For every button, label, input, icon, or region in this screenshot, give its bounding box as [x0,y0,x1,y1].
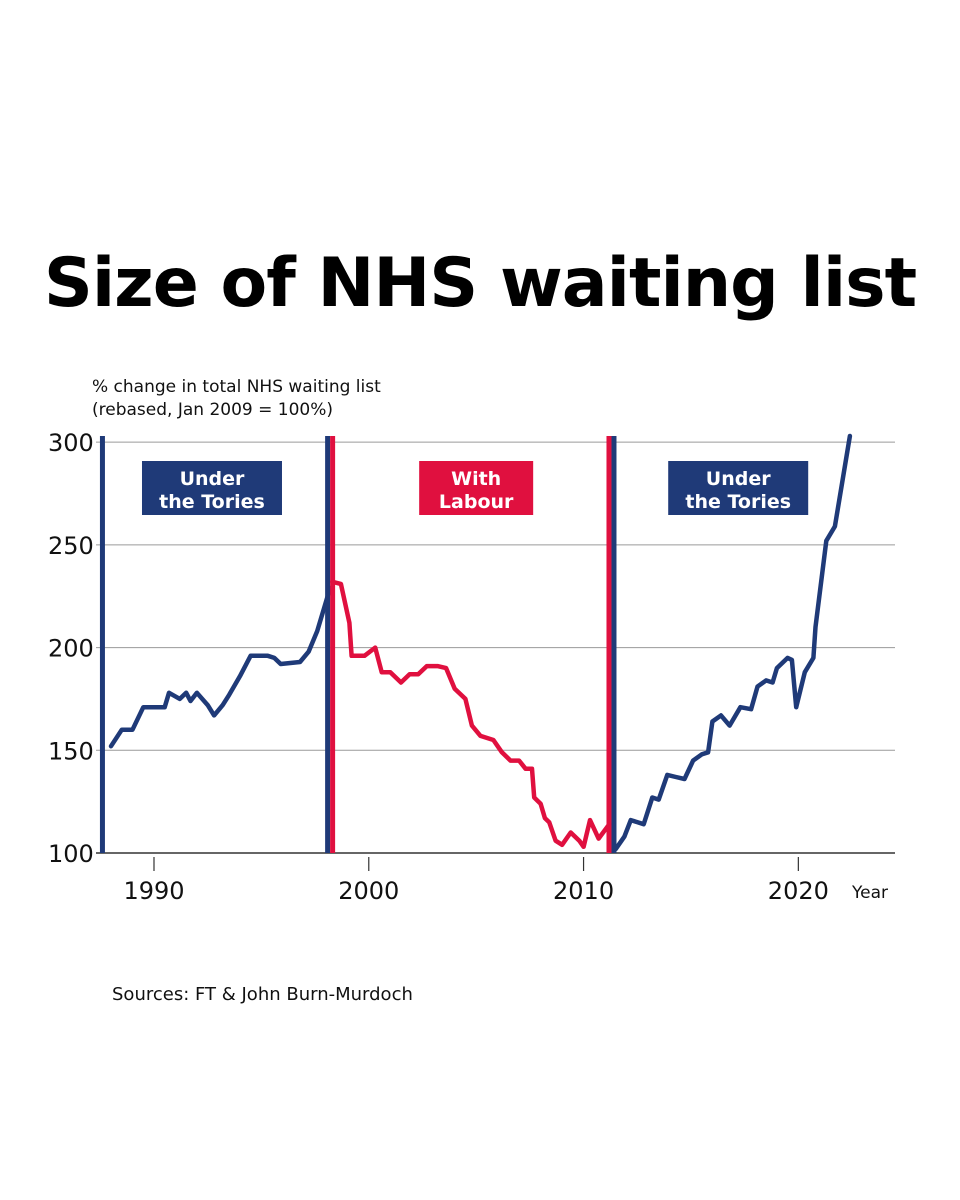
series-line-1 [108,585,333,749]
y-tick-label: 100 [48,840,94,868]
x-axis-label: Year [851,883,888,903]
y-tick-label: 250 [48,532,94,560]
x-tick-label: 2010 [553,877,614,905]
grid-lines [96,441,895,854]
y-axis-ticks: 100 150 200 250 300 [48,429,94,868]
era-label-box [668,461,809,515]
x-tick-label: 1990 [123,877,184,905]
y-axis-label: % change in total NHS waiting list (reba… [92,376,381,422]
y-axis-label-line-1: % change in total NHS waiting list [92,377,381,397]
y-tick-label: 200 [48,635,94,663]
x-axis-ticks: 1990 2000 2010 2020 [123,857,829,905]
y-axis-label-line-2: (rebased, Jan 2009 = 100%) [92,400,333,420]
y-tick-label: 150 [48,737,94,765]
era-label-box [419,461,534,515]
series-lines [108,433,853,852]
source-note: Sources: FT & John Burn-Murdoch [112,984,413,1005]
era-label-text: With [451,468,501,490]
series-line-2 [330,579,612,850]
era-label-text: the Tories [685,491,791,513]
era-dividers [99,436,617,853]
era-label-text: the Tories [159,491,265,513]
era-label-box [141,461,282,515]
series-line-3 [613,433,853,852]
era-label-text: Under [180,468,245,490]
era-label-text: Under [706,468,771,490]
x-tick-label: 2020 [768,877,829,905]
page-title: Size of NHS waiting list [43,244,917,323]
y-tick-label: 300 [48,429,94,457]
era-label-text: Labour [439,491,514,513]
x-tick-label: 2000 [338,877,399,905]
